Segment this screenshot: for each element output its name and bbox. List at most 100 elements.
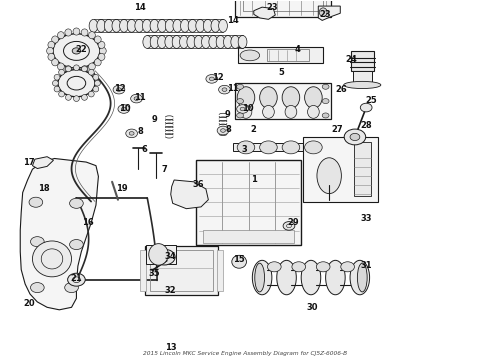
Text: 16: 16 (82, 218, 94, 227)
Text: 14: 14 (134, 3, 146, 12)
Ellipse shape (51, 36, 58, 43)
Ellipse shape (180, 19, 189, 32)
Ellipse shape (260, 141, 277, 154)
Ellipse shape (54, 86, 60, 92)
Ellipse shape (179, 36, 188, 48)
Text: 19: 19 (116, 184, 128, 193)
Ellipse shape (74, 96, 79, 102)
Ellipse shape (122, 107, 126, 111)
Ellipse shape (188, 19, 197, 32)
Ellipse shape (305, 141, 322, 154)
Ellipse shape (154, 249, 175, 265)
Ellipse shape (129, 132, 134, 135)
Ellipse shape (260, 87, 277, 108)
Ellipse shape (317, 262, 330, 272)
Bar (303, 137, 378, 202)
Ellipse shape (165, 19, 174, 32)
Ellipse shape (117, 88, 122, 91)
Text: 24: 24 (345, 55, 357, 64)
Ellipse shape (237, 99, 244, 104)
Ellipse shape (88, 69, 94, 75)
Ellipse shape (29, 197, 43, 207)
Ellipse shape (70, 239, 83, 249)
Ellipse shape (57, 63, 64, 70)
Ellipse shape (150, 19, 159, 32)
Ellipse shape (317, 158, 342, 194)
Ellipse shape (89, 32, 96, 39)
Ellipse shape (89, 63, 96, 70)
Text: 2015 Lincoln MKC Service Engine Assembly Diagram for CJ5Z-6006-B: 2015 Lincoln MKC Service Engine Assembly… (143, 351, 347, 356)
Ellipse shape (223, 36, 232, 48)
Ellipse shape (360, 103, 372, 112)
Ellipse shape (66, 95, 72, 100)
Bar (267, 49, 309, 61)
Text: 25: 25 (365, 96, 377, 105)
Ellipse shape (81, 29, 88, 36)
Text: 23: 23 (320, 10, 331, 19)
Text: 11: 11 (134, 93, 146, 102)
Polygon shape (20, 158, 98, 310)
Ellipse shape (127, 19, 136, 32)
Ellipse shape (30, 237, 44, 247)
Ellipse shape (112, 19, 121, 32)
Ellipse shape (194, 36, 203, 48)
Ellipse shape (54, 75, 60, 80)
Ellipse shape (53, 34, 100, 68)
Ellipse shape (51, 59, 58, 66)
Ellipse shape (93, 75, 99, 80)
Ellipse shape (357, 263, 367, 292)
Ellipse shape (131, 94, 143, 103)
Ellipse shape (322, 113, 329, 118)
Ellipse shape (57, 32, 64, 39)
Text: 11: 11 (227, 84, 239, 93)
Bar (350, 51, 374, 71)
Text: 10: 10 (242, 104, 253, 113)
Ellipse shape (326, 260, 345, 295)
Ellipse shape (73, 67, 80, 74)
Text: 12: 12 (115, 84, 126, 93)
Ellipse shape (65, 29, 72, 36)
Ellipse shape (252, 260, 272, 295)
Ellipse shape (98, 53, 105, 60)
Text: 8: 8 (225, 125, 231, 134)
Bar (353, 71, 371, 85)
Text: 28: 28 (360, 121, 372, 130)
Ellipse shape (203, 19, 212, 32)
Text: 20: 20 (23, 299, 35, 308)
Ellipse shape (149, 244, 168, 265)
Ellipse shape (89, 19, 98, 32)
Ellipse shape (173, 19, 182, 32)
Text: 36: 36 (193, 180, 204, 189)
Ellipse shape (158, 19, 167, 32)
Ellipse shape (209, 36, 218, 48)
Ellipse shape (95, 80, 100, 86)
Ellipse shape (263, 105, 274, 118)
Text: 18: 18 (38, 184, 49, 193)
Ellipse shape (308, 105, 319, 118)
Ellipse shape (95, 59, 101, 66)
Ellipse shape (48, 41, 55, 49)
Ellipse shape (292, 262, 306, 272)
Ellipse shape (277, 260, 296, 295)
Ellipse shape (232, 255, 246, 268)
Text: 7: 7 (162, 165, 167, 174)
Ellipse shape (240, 107, 245, 111)
Ellipse shape (301, 260, 321, 295)
Ellipse shape (238, 36, 247, 48)
Text: 2: 2 (251, 125, 257, 134)
Ellipse shape (81, 95, 87, 100)
Ellipse shape (32, 241, 72, 277)
Text: 21: 21 (71, 274, 82, 283)
Ellipse shape (172, 36, 181, 48)
Bar (150, 250, 213, 291)
Ellipse shape (126, 129, 138, 138)
Ellipse shape (134, 97, 139, 100)
Bar (196, 160, 301, 244)
Text: 5: 5 (279, 68, 285, 77)
Ellipse shape (209, 77, 214, 81)
Bar (140, 250, 146, 291)
Ellipse shape (65, 66, 72, 73)
Text: 34: 34 (165, 252, 176, 261)
Text: 30: 30 (307, 303, 318, 312)
Ellipse shape (99, 47, 106, 54)
